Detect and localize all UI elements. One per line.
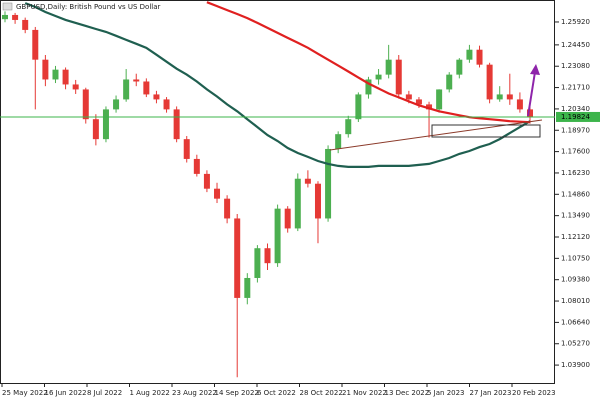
candle-body: [456, 59, 463, 75]
y-tick-label: 1.14860: [561, 190, 590, 198]
candle-body: [325, 148, 332, 219]
y-tick-label: 1.25920: [561, 18, 590, 26]
y-tick-label: 1.13490: [561, 212, 590, 220]
current-price-label: 1.19824: [561, 113, 590, 121]
title-icon: [2, 2, 13, 11]
candle-body: [234, 218, 241, 298]
candle-body: [42, 59, 49, 80]
x-tick-label: 13 Dec 2022: [385, 389, 430, 397]
y-tick-label: 1.23080: [561, 62, 590, 70]
candle-body: [163, 99, 170, 110]
candle-body: [32, 29, 39, 60]
candle-body: [466, 49, 473, 60]
y-tick-label: 1.08010: [561, 297, 590, 305]
x-tick-label: 23 Aug 2022: [172, 389, 217, 397]
zone-box: [431, 124, 541, 138]
candle-body: [214, 188, 221, 199]
analysis-drawings: [329, 64, 543, 151]
candle-body: [314, 183, 321, 219]
candle-body: [22, 19, 29, 30]
candle-body: [244, 277, 251, 298]
candle-body: [395, 59, 402, 95]
candle-body: [516, 99, 523, 110]
x-tick-label: 6 Oct 2022: [257, 389, 296, 397]
candle-body: [224, 198, 231, 219]
x-tick-label: 8 Jul 2022: [87, 389, 122, 397]
x-tick-label: 16 Jun 2022: [45, 389, 87, 397]
x-tick-label: 27 Jan 2023: [470, 389, 512, 397]
y-tick-label: 1.12120: [561, 233, 590, 241]
candle-body: [113, 99, 120, 110]
moving-average: [206, 1, 531, 124]
candle-body: [153, 94, 160, 100]
y-tick-label: 1.20340: [561, 105, 590, 113]
y-tick-label: 1.24450: [561, 41, 590, 49]
candle-body: [385, 59, 392, 75]
x-tick-label: 5 Jan 2023: [427, 389, 465, 397]
candle-body: [2, 14, 8, 20]
candle-body: [527, 109, 533, 118]
candle-body: [82, 89, 89, 120]
candle-body: [415, 99, 422, 105]
candle-body: [173, 109, 180, 140]
candle-body: [123, 79, 130, 100]
candle-body: [254, 248, 261, 278]
candle-body: [486, 64, 493, 100]
candle-body: [133, 79, 140, 82]
candle-body: [284, 208, 291, 229]
candle-body: [62, 69, 69, 85]
candle-body: [264, 248, 271, 264]
y-tick-label: 1.06640: [561, 318, 590, 326]
candle-body: [426, 104, 433, 110]
candle-body: [52, 69, 59, 80]
y-tick-label: 1.17600: [561, 148, 590, 156]
candle-body: [375, 74, 382, 80]
candle-body: [143, 81, 150, 95]
x-tick-label: 25 May 2022: [2, 389, 48, 397]
candle-body: [446, 74, 453, 90]
candle-body: [355, 94, 362, 120]
candle-body: [92, 119, 99, 140]
candle-body: [335, 134, 342, 149]
candle-body: [72, 84, 79, 90]
candle-body: [274, 208, 281, 264]
y-tick-label: 1.03900: [561, 361, 590, 369]
y-tick-label: 1.05270: [561, 340, 590, 348]
y-tick-label: 1.18970: [561, 126, 590, 134]
candle-body: [506, 94, 513, 100]
candle-body: [193, 158, 200, 174]
candle-body: [345, 119, 352, 135]
candle-body: [496, 94, 503, 100]
current-price-box: [556, 111, 600, 122]
y-tick-label: 1.21710: [561, 84, 590, 92]
candle-body: [12, 14, 19, 20]
y-tick-label: 1.09380: [561, 276, 590, 284]
y-tick-label: 1.10750: [561, 254, 590, 262]
candle-body: [365, 79, 372, 95]
x-tick-label: 1 Aug 2022: [130, 389, 170, 397]
candle-body: [304, 178, 311, 184]
y-tick-label: 1.16230: [561, 169, 590, 177]
arrow-head: [530, 64, 540, 75]
chart-title: GBPUSD,Daily: British Pound vs US Dollar: [16, 3, 160, 11]
arrow-shaft: [527, 71, 536, 117]
candle-body: [183, 139, 190, 159]
candle-body: [436, 89, 443, 110]
candle-body: [294, 178, 301, 229]
candle-body: [405, 94, 412, 100]
x-tick-label: 20 Feb 2023: [512, 389, 556, 397]
moving-average: [24, 2, 531, 168]
candle-body: [102, 109, 109, 140]
x-tick-label: 28 Oct 2022: [300, 389, 343, 397]
x-tick-label: 14 Sep 2022: [215, 389, 259, 397]
x-tick-label: 21 Nov 2022: [342, 389, 387, 397]
candle-body: [476, 49, 483, 65]
candle-body: [203, 173, 210, 189]
